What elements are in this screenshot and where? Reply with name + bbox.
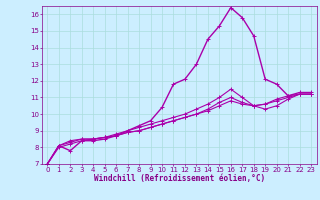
X-axis label: Windchill (Refroidissement éolien,°C): Windchill (Refroidissement éolien,°C) <box>94 174 265 183</box>
